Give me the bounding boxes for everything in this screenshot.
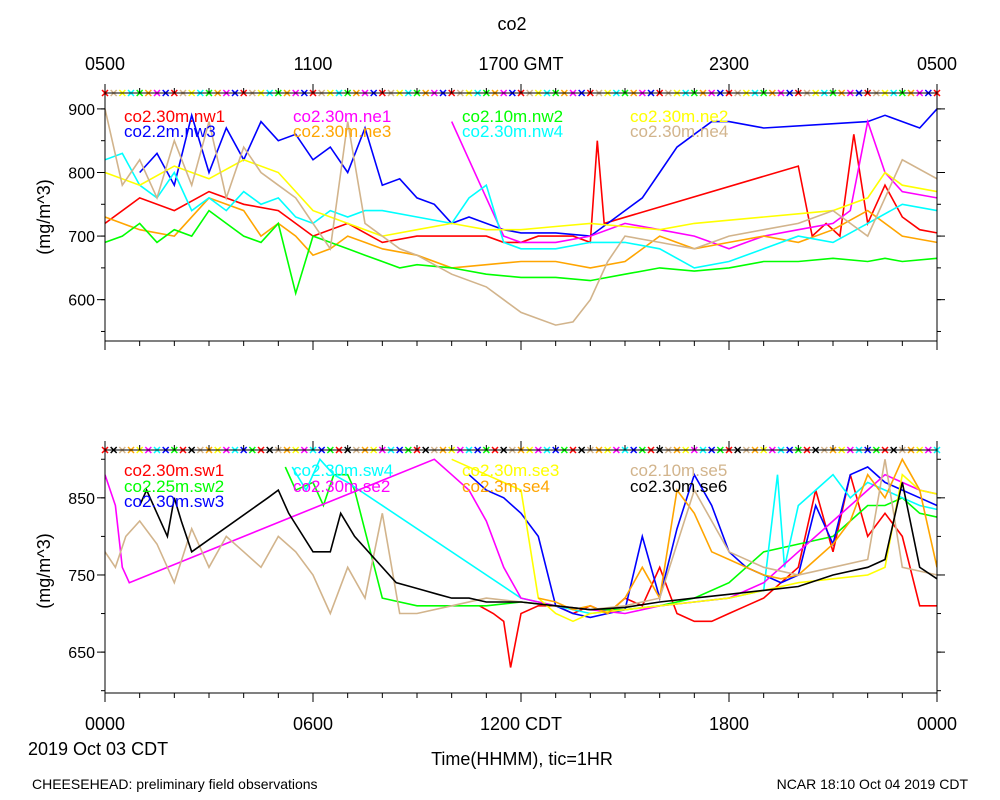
legend-entry: co2.10m.nw2 [462,107,563,126]
series-line-co2-30m-sw3 [468,466,937,619]
top-axis-tick-label: 0500 [917,54,957,74]
bottom-axis-tick-label: 1800 [709,714,749,734]
y-tick-label: 650 [68,645,95,662]
bottom-axis-labels: 0000 0600 1200 CDT 1800 0000 [85,714,957,734]
legend-entry: co2.30m.ne3 [293,122,391,141]
top-axis-tick-label: 2300 [709,54,749,74]
top-panel: 600 700 800 900 (mg/m^3) co2.30m.nw1co2.2m.nw… [34,84,945,350]
top-axis-tick-label: 1100 [294,54,333,74]
series-line-co2-30m-sw1 [479,474,937,668]
y-axis-label: (mg/m^3) [34,533,54,608]
legend-entry: co2.30m.ne2 [630,107,728,126]
series-line-co2-30m-se6 [138,482,937,611]
legend-entry: co2.30m.nw4 [462,122,563,141]
date-label: 2019 Oct 03 CDT [28,739,168,759]
legend-entry: co2.3m.se4 [462,477,550,496]
footer-right: NCAR 18:10 Oct 04 2019 CDT [777,776,969,792]
bottom-axis-tick-label: 0000 [85,714,125,734]
legend-entry: co2.30m.ne4 [630,122,728,141]
series-line-co2-30m-nw4 [105,152,937,269]
legend-entry: co2.10m.se5 [630,461,727,480]
series-line-co2-30m-ne4 [105,108,937,326]
top-axis-tick-label: 1700 GMT [478,54,563,74]
y-tick-label: 800 [68,165,95,182]
legend-entry: co2.30m.sw1 [124,461,224,480]
legend-entry: co2.30m.sw3 [124,492,224,511]
series-line-co2-3m-se4 [538,457,937,615]
top-axis-tick-label: 0500 [85,54,125,74]
bottom-panel: 650750850(mg/m^3)co2.30m.sw1co2.25m.sw2c… [34,441,945,702]
series-group [105,457,937,668]
series-line-co2-30m-nw1 [105,134,937,244]
top-axis-labels: 0500 1100 1700 GMT 2300 0500 [85,54,957,74]
legend-entry: co2.30m.sw4 [293,461,393,480]
series-line-co2-10m-nw2 [105,209,937,297]
y-axis-label: (mg/m^3) [34,179,54,254]
y-tick-label: 850 [68,491,95,508]
series-group [105,108,937,326]
series-line-co2-30m-ne2 [105,158,937,237]
legend-entry: co2.30m.nw1 [124,107,225,126]
chart-title: co2 [497,14,526,34]
series-line-co2-10m-se5 [105,459,937,616]
y-tick-label: 750 [68,568,95,585]
y-tick-label: 900 [68,102,95,119]
legend-entry: co2.2m.nw3 [124,122,216,141]
x-axis-label: Time(HHMM), tic=1HR [431,749,613,769]
legend-entry: co2.25m.sw2 [124,477,224,496]
legend-entry: co2.30m.ne1 [293,107,391,126]
legend-entry: co2.30m.se3 [462,461,559,480]
legend-entry: co2.30m.se6 [630,477,727,496]
footer-left: CHEESEHEAD: preliminary field observatio… [32,776,318,792]
bottom-axis-tick-label: 1200 CDT [480,714,562,734]
y-tick-label: 700 [68,229,95,246]
series-line-co2-2m-nw3 [139,108,937,237]
legend-entry: co2.30m.se2 [293,477,390,496]
series-line-co2-30m-ne3 [105,196,937,269]
bottom-axis-tick-label: 0600 [293,714,333,734]
y-tick-label: 600 [68,293,95,310]
bottom-axis-tick-label: 0000 [917,714,957,734]
